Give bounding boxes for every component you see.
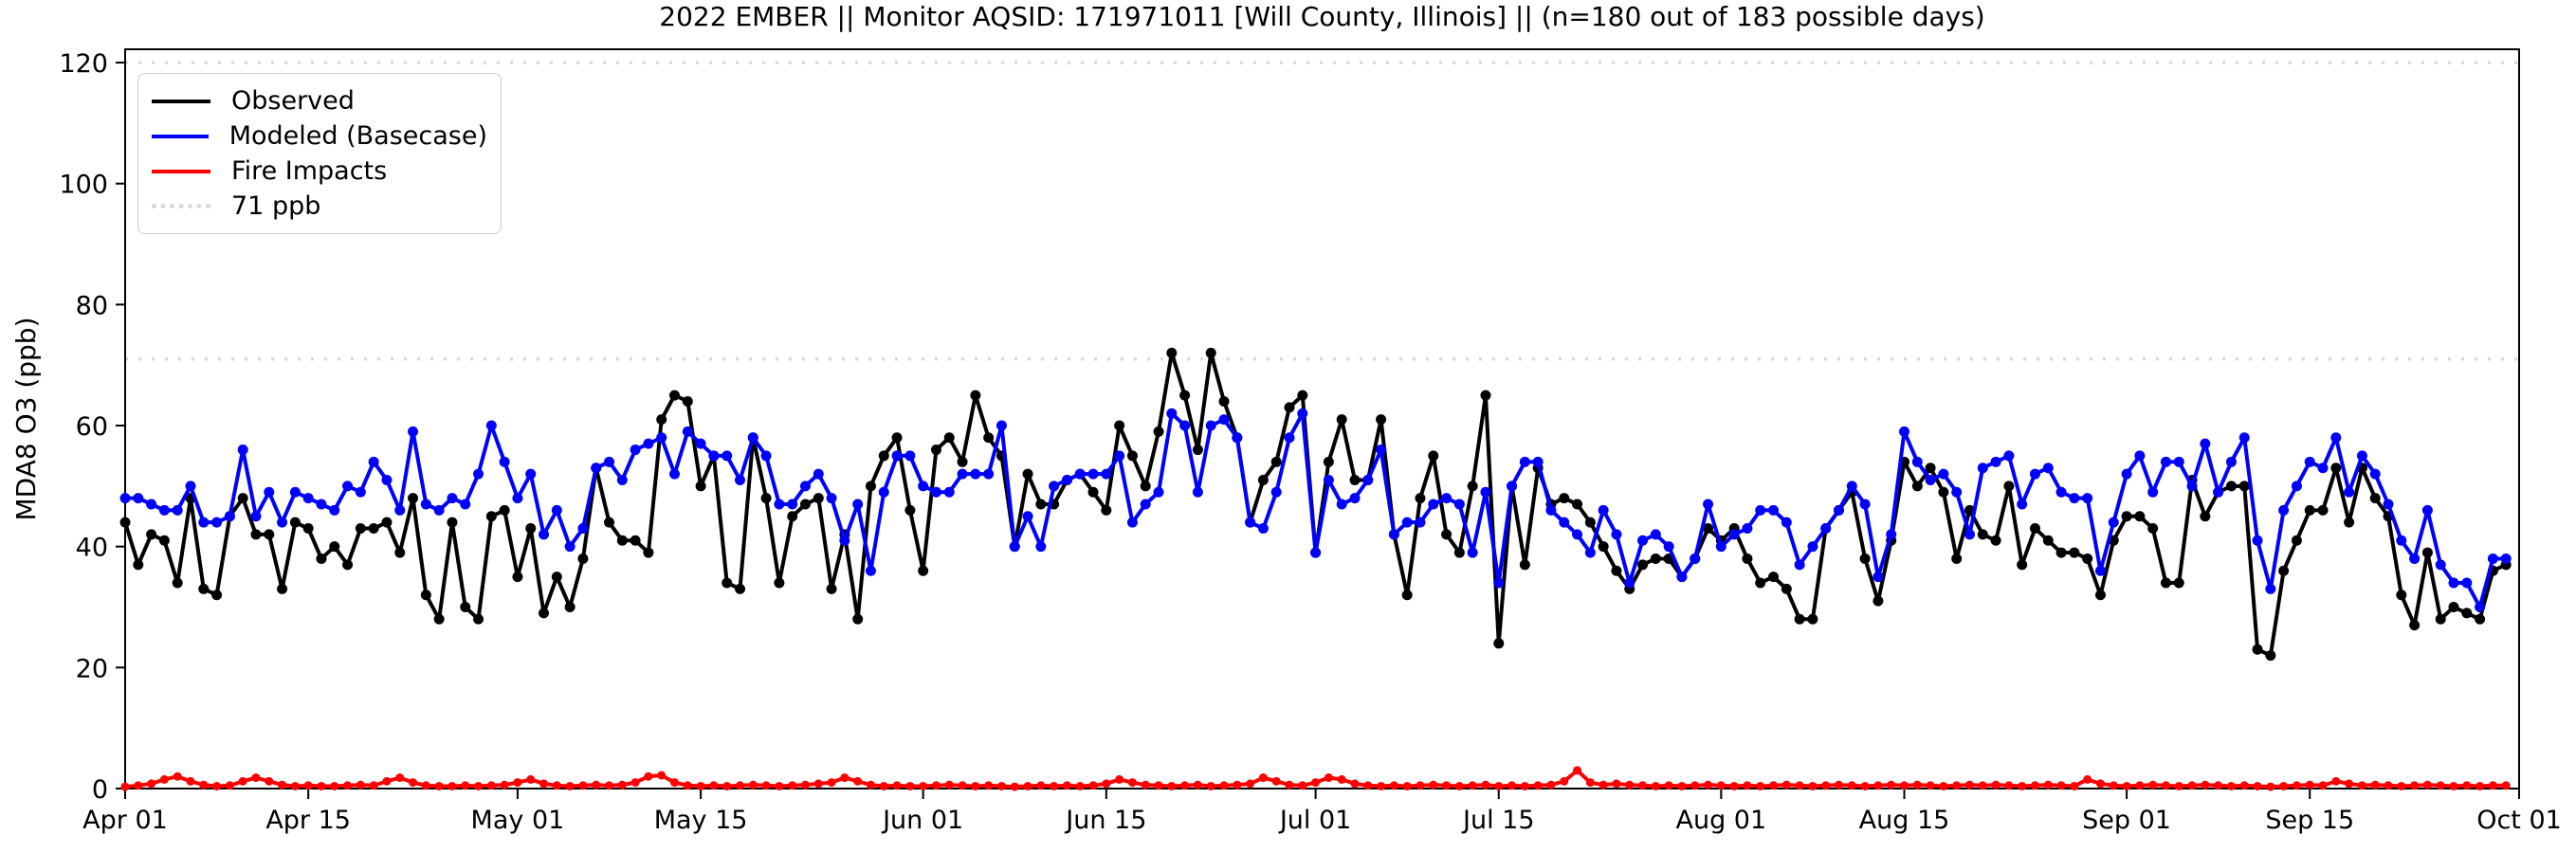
svg-text:Oct 01: Oct 01 [2476, 806, 2562, 835]
legend-label-modeled: Modeled (Basecase) [228, 121, 487, 151]
svg-text:Apr 01: Apr 01 [82, 806, 168, 835]
legend-item-observed: Observed [152, 83, 487, 118]
svg-text:100: 100 [59, 171, 108, 200]
svg-text:Aug 15: Aug 15 [1859, 806, 1950, 835]
legend-item-71ppb: 71 ppb [152, 189, 487, 224]
legend-label-observed: Observed [231, 86, 355, 116]
svg-text:Jul 01: Jul 01 [1278, 806, 1352, 835]
svg-text:0: 0 [92, 775, 108, 805]
legend: Observed Modeled (Basecase) Fire Impacts… [137, 73, 502, 234]
legend-label-fire-impacts: Fire Impacts [231, 156, 388, 186]
chart-title: 2022 EMBER || Monitor AQSID: 171971011 [… [659, 1, 1985, 32]
svg-text:Jun 01: Jun 01 [881, 806, 963, 835]
legend-label-71ppb: 71 ppb [231, 191, 321, 221]
svg-text:Sep 01: Sep 01 [2082, 806, 2171, 835]
svg-text:Aug 01: Aug 01 [1675, 806, 1766, 835]
svg-text:Jun 15: Jun 15 [1064, 806, 1146, 835]
svg-text:Apr 15: Apr 15 [265, 806, 351, 835]
svg-text:May 15: May 15 [654, 806, 748, 835]
svg-text:Jul 15: Jul 15 [1461, 806, 1535, 835]
svg-text:80: 80 [76, 291, 108, 320]
modeled-line-sample [152, 134, 209, 138]
svg-text:40: 40 [76, 534, 108, 563]
svg-text:120: 120 [59, 49, 108, 79]
svg-text:May 01: May 01 [471, 806, 565, 835]
legend-item-fire-impacts: Fire Impacts [152, 154, 487, 189]
svg-text:20: 20 [76, 654, 108, 683]
observed-line-sample [152, 99, 210, 103]
fire-impacts-line-sample [152, 169, 210, 173]
threshold-line-sample [152, 204, 210, 209]
y-axis-label: MDA8 O3 (ppb) [10, 317, 42, 521]
svg-text:Sep 15: Sep 15 [2265, 806, 2354, 835]
svg-text:60: 60 [76, 412, 108, 442]
legend-item-modeled: Modeled (Basecase) [152, 118, 487, 154]
